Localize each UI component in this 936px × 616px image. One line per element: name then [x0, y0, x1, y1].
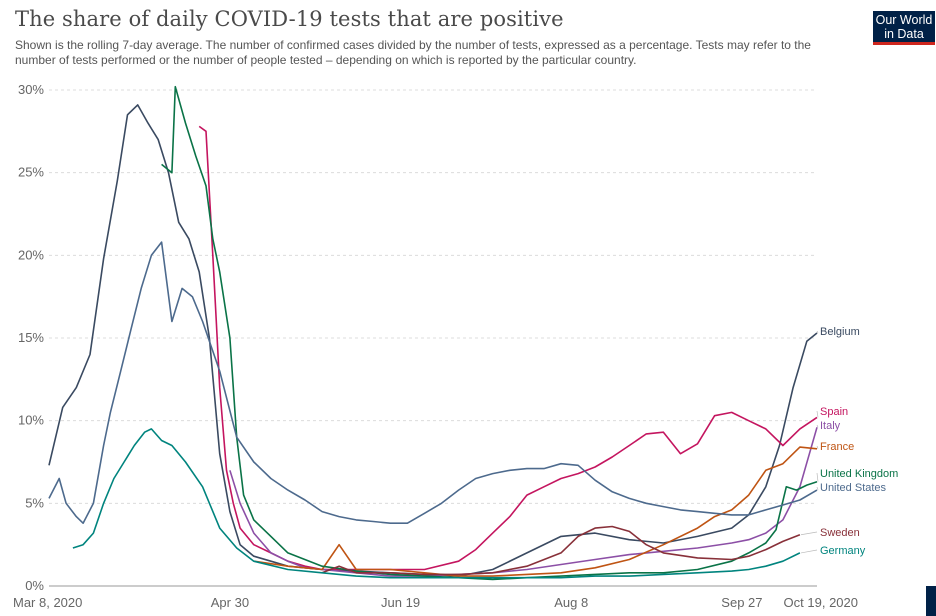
series-label-germany[interactable]: Germany	[820, 545, 866, 557]
series-labels: Belgium Spain Italy France United Kingdom Uni…	[800, 326, 898, 557]
y-tick-label: 0%	[25, 578, 44, 593]
series-label-spain[interactable]: Spain	[820, 406, 848, 418]
x-tick-label: Jun 19	[381, 595, 420, 610]
label-leader-united-states	[816, 486, 819, 491]
y-tick-label: 15%	[18, 330, 44, 345]
series-line-belgium[interactable]	[48, 104, 818, 577]
logo-line-1: Our World	[875, 13, 933, 27]
y-tick-label: 10%	[18, 413, 44, 428]
y-tick-label: 30%	[18, 82, 44, 97]
logo-line-2: in Data	[884, 27, 924, 41]
series-label-france[interactable]: France	[820, 441, 854, 453]
series-line-sweden[interactable]	[321, 525, 801, 576]
y-tick-label: 20%	[18, 247, 44, 262]
series-label-sweden[interactable]: Sweden	[820, 527, 860, 539]
chart-subtitle: Shown is the rolling 7-day average. The …	[15, 38, 811, 67]
corner-tab[interactable]	[926, 586, 936, 616]
label-leader-france	[816, 445, 819, 449]
y-tick-label: 25%	[18, 165, 44, 180]
label-leader-belgium	[816, 330, 819, 334]
label-leader-sweden	[800, 531, 818, 536]
x-axis-ticks: Mar 8, 2020 Apr 30 Jun 19 Aug 8 Sep 27 Oct 19…	[13, 595, 858, 610]
series-label-united-states[interactable]: United States	[820, 482, 887, 494]
x-tick-label: Mar 8, 2020	[13, 595, 82, 610]
x-tick-label: Apr 30	[211, 595, 249, 610]
owid-logo[interactable]: Our World in Data	[873, 11, 935, 45]
series-line-spain[interactable]	[198, 125, 818, 571]
series-line-italy[interactable]	[229, 427, 818, 577]
x-tick-label: Sep 27	[721, 595, 762, 610]
label-leader-italy	[816, 424, 819, 428]
series-line-france[interactable]	[253, 446, 818, 577]
chart-title: The share of daily COVID-19 tests that a…	[15, 7, 564, 31]
y-axis-ticks: 0% 5% 10% 15% 20% 25% 30%	[18, 82, 44, 593]
x-tick-label: Oct 19, 2020	[784, 595, 858, 610]
series-label-belgium[interactable]: Belgium	[820, 326, 860, 338]
series-line-united-kingdom[interactable]	[161, 85, 818, 581]
y-tick-label: 5%	[25, 495, 44, 510]
series-line-united-states[interactable]	[48, 241, 818, 525]
label-leader-spain	[816, 410, 819, 418]
series-line-germany[interactable]	[72, 428, 801, 579]
series-label-italy[interactable]: Italy	[820, 420, 841, 432]
series-label-united-kingdom[interactable]: United Kingdom	[820, 468, 898, 480]
x-tick-label: Aug 8	[554, 595, 588, 610]
label-leader-united-kingdom	[816, 472, 819, 482]
grid-lines	[49, 89, 817, 587]
series-lines	[48, 85, 818, 581]
label-leader-germany	[800, 549, 818, 554]
